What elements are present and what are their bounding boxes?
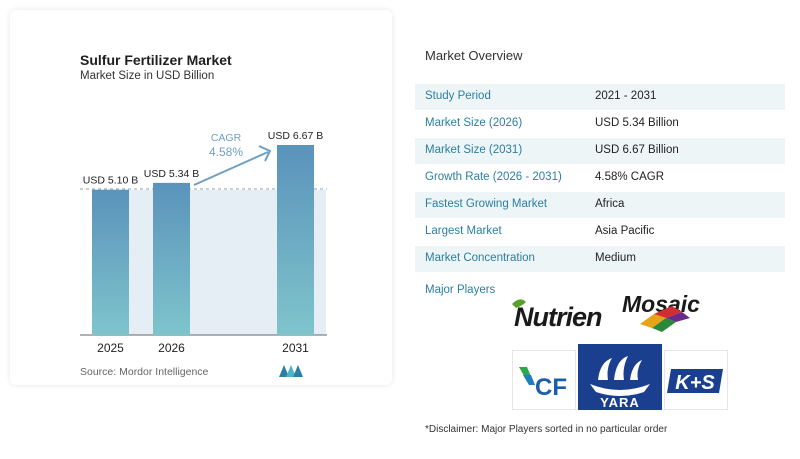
overview-value: 2021 - 2031	[595, 90, 657, 102]
svg-text:YARA: YARA	[600, 395, 640, 410]
overview-label: Study Period	[425, 90, 491, 102]
overview-row: Market Concentration Medium	[415, 246, 785, 272]
overview-row: Largest Market Asia Pacific	[415, 219, 785, 245]
overview-label: Largest Market	[425, 225, 502, 237]
value-label-2025: USD 5.10 B	[83, 175, 138, 187]
mosaic-logo: Mosaic	[622, 290, 732, 338]
overview-row: Market Size (2026) USD 5.34 Billion	[415, 111, 785, 137]
overview-row: Study Period 2021 - 2031	[415, 84, 785, 110]
overview-label: Growth Rate (2026 - 2031)	[425, 171, 562, 183]
svg-text:K+S: K+S	[675, 372, 715, 394]
overview-row: Growth Rate (2026 - 2031) 4.58% CAGR	[415, 165, 785, 191]
svg-text:Nutrien: Nutrien	[514, 302, 602, 332]
cagr-label: CAGR	[211, 132, 242, 144]
cagr-value: 4.58%	[209, 145, 243, 159]
overview-value: Africa	[595, 198, 625, 210]
bar-2031	[277, 145, 314, 335]
players-label: Major Players	[425, 284, 496, 296]
cagr-arrow	[193, 151, 269, 186]
overview-value: USD 6.67 Billion	[595, 144, 679, 156]
mordor-logo-icon	[279, 365, 303, 377]
ks-logo: K+S	[664, 350, 728, 410]
overview-label: Market Size (2031)	[425, 144, 523, 156]
chart-subtitle: Market Size in USD Billion	[80, 70, 215, 82]
bar-2025	[92, 189, 129, 335]
overview-title: Market Overview	[425, 48, 523, 63]
overview-value: Asia Pacific	[595, 225, 655, 237]
overview-value: Medium	[595, 252, 636, 264]
value-label-2026: USD 5.34 B	[144, 168, 199, 180]
cf-logo: CF	[512, 350, 576, 410]
overview-row: Fastest Growing Market Africa	[415, 192, 785, 218]
category-label-2025: 2025	[97, 341, 124, 355]
overview-label: Market Size (2026)	[425, 117, 523, 129]
overview-row: Market Size (2031) USD 6.67 Billion	[415, 138, 785, 164]
svg-text:CF: CF	[535, 374, 567, 401]
overview-label: Fastest Growing Market	[425, 198, 548, 210]
category-label-2031: 2031	[282, 341, 309, 355]
overview-value: 4.58% CAGR	[595, 171, 665, 183]
source-note: Source: Mordor Intelligence	[80, 366, 209, 378]
chart-title: Sulfur Fertilizer Market	[80, 52, 232, 68]
bar-2026	[153, 182, 190, 335]
overview-value: USD 5.34 Billion	[595, 117, 679, 129]
cagr-arrowhead	[258, 145, 272, 162]
disclaimer: *Disclaimer: Major Players sorted in no …	[425, 424, 668, 435]
yara-logo: YARA	[578, 344, 662, 410]
bar-chart: USD 5.10 B USD 5.34 B USD 6.67 B 2025 2026 2…	[80, 130, 327, 355]
overview-label: Market Concentration	[425, 252, 535, 264]
nutrien-logo: Nutrien	[510, 290, 622, 338]
value-label-2031: USD 6.67 B	[268, 130, 323, 142]
category-label-2026: 2026	[158, 341, 185, 355]
